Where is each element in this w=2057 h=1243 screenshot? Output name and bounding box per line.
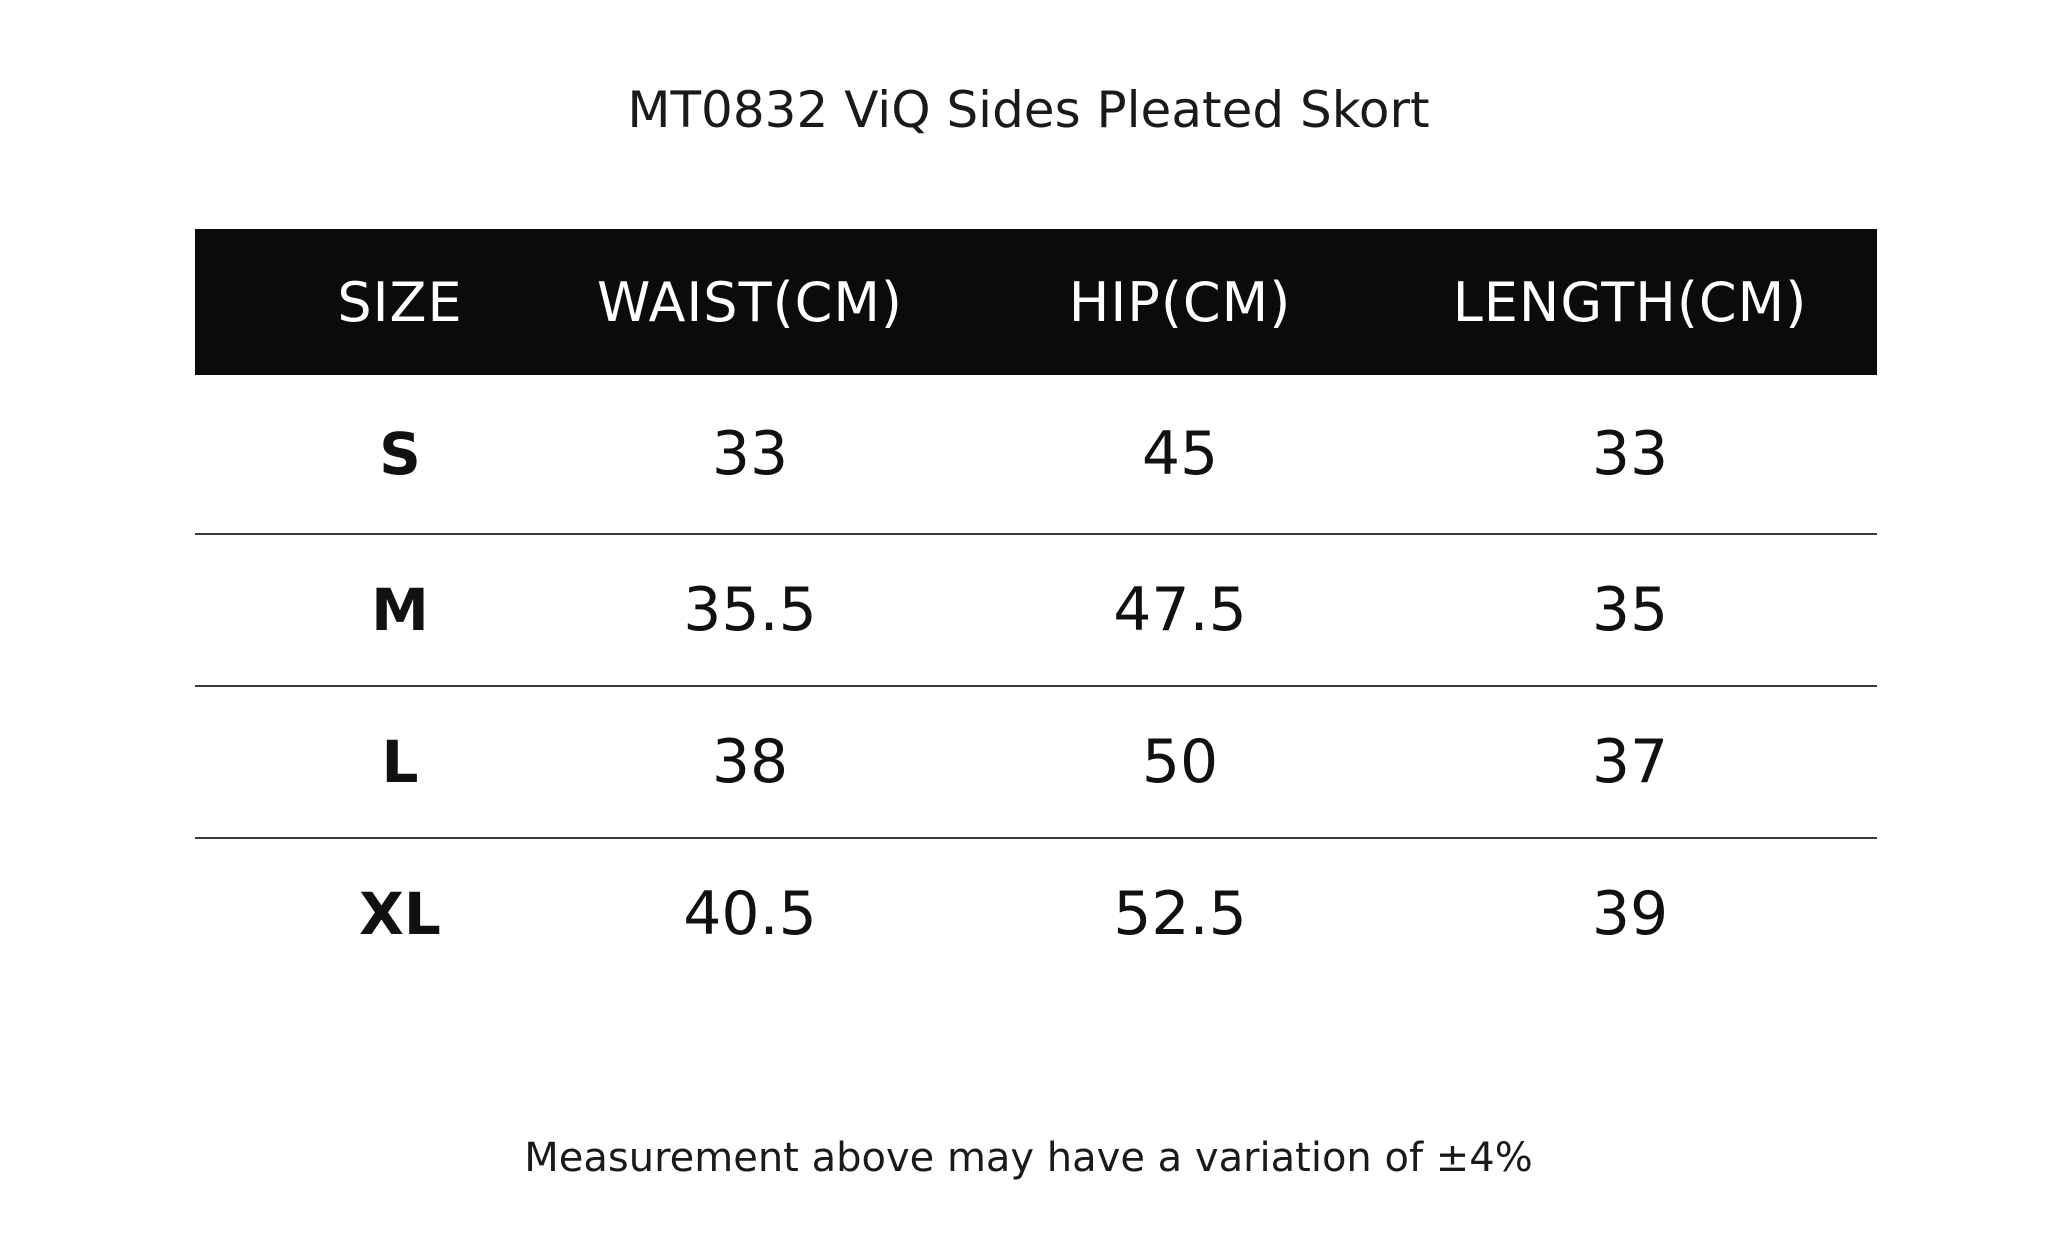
- hip-cell: 45: [1141, 419, 1219, 489]
- page-title: MT0832 ViQ Sides Pleated Skort: [627, 81, 1430, 139]
- hip-cell: 50: [1141, 727, 1219, 797]
- size-cell: M: [371, 576, 429, 644]
- waist-cell: 38: [711, 727, 789, 797]
- size-cell: XL: [359, 880, 441, 948]
- waist-cell: 40.5: [683, 879, 817, 949]
- table-row: S 33 45 33: [195, 375, 1877, 535]
- size-cell: L: [381, 728, 419, 796]
- waist-cell: 33: [711, 419, 789, 489]
- hip-cell: 47.5: [1113, 575, 1247, 645]
- size-chart-table: SIZE WAIST(CM) HIP(CM) LENGTH(CM) S 33 4…: [195, 229, 1877, 989]
- table-row: L 38 50 37: [195, 687, 1877, 839]
- length-cell: 39: [1591, 879, 1669, 949]
- measurement-note: Measurement above may have a variation o…: [524, 1135, 1533, 1181]
- waist-cell: 35.5: [683, 575, 817, 645]
- length-cell: 33: [1591, 419, 1669, 489]
- header-length: LENGTH(CM): [1452, 270, 1808, 334]
- length-cell: 35: [1591, 575, 1669, 645]
- table-row: M 35.5 47.5 35: [195, 535, 1877, 687]
- header-size: SIZE: [337, 270, 463, 334]
- header-hip: HIP(CM): [1068, 270, 1292, 334]
- length-cell: 37: [1591, 727, 1669, 797]
- table-row: XL 40.5 52.5 39: [195, 839, 1877, 989]
- size-cell: S: [379, 420, 421, 488]
- hip-cell: 52.5: [1113, 879, 1247, 949]
- header-waist: WAIST(CM): [597, 270, 903, 334]
- table-header-row: SIZE WAIST(CM) HIP(CM) LENGTH(CM): [195, 229, 1877, 375]
